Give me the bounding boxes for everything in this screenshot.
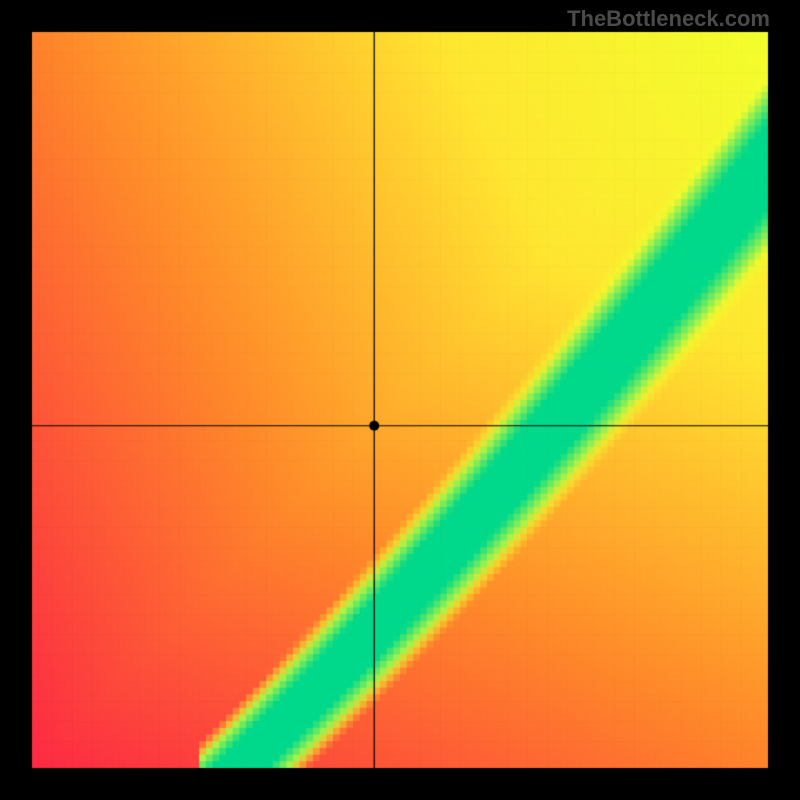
watermark-text: TheBottleneck.com bbox=[567, 6, 770, 32]
heatmap-canvas bbox=[0, 0, 800, 800]
chart-container: { "watermark": "TheBottleneck.com", "cha… bbox=[0, 0, 800, 800]
